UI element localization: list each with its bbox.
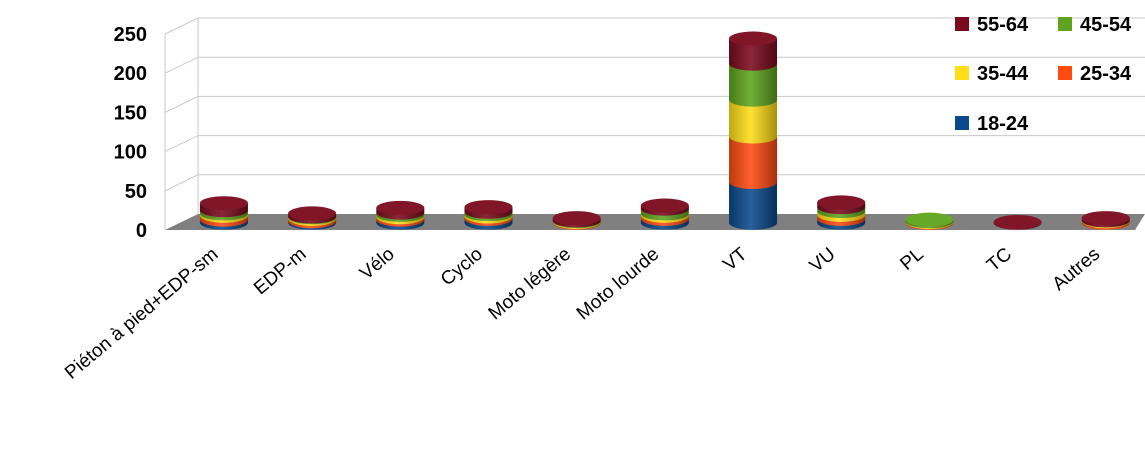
x-category-label: VT (719, 243, 751, 275)
legend-swatch (955, 116, 969, 130)
bar-top-cap (376, 200, 425, 215)
x-category-label: TC (983, 244, 1016, 276)
legend-label: 45-54 (1080, 14, 1132, 36)
bar-segment-45-54 (729, 63, 778, 107)
bar-top-cap (552, 211, 601, 226)
x-category-label: EDP-m (250, 244, 310, 299)
legend-swatch (1058, 17, 1072, 31)
bar-top-cap (288, 206, 337, 221)
x-category-label: PL (896, 244, 927, 275)
bar-top-cap (993, 215, 1042, 230)
y-tick-label: 200 (114, 63, 147, 85)
gridline (164, 174, 1145, 192)
legend-swatch (955, 66, 969, 80)
x-category-label: Vélo (356, 244, 399, 285)
bar-stack (552, 211, 601, 230)
legend-label: 35-44 (977, 63, 1029, 85)
legend: 55-64 45-54 35-44 25-34 18-24 (955, 14, 1132, 135)
legend-label: 25-34 (1080, 63, 1132, 85)
x-category-label: VU (806, 244, 840, 277)
bar-top-cap (640, 198, 689, 213)
gridline (164, 135, 1145, 153)
legend-swatch (1058, 66, 1072, 80)
bar-top-cap (199, 196, 248, 211)
x-category-label: Cyclo (437, 244, 487, 291)
gridline (164, 56, 1145, 74)
y-tick-label: 100 (114, 142, 147, 164)
bar-segment-25-34 (729, 136, 778, 190)
legend-swatch (955, 17, 969, 31)
y-tick-label: 250 (114, 24, 147, 46)
y-axis-ticks: 0 50 100 150 200 250 (114, 24, 147, 242)
y-tick-label: 0 (136, 220, 147, 242)
x-category-label: Moto lourde (573, 244, 663, 325)
bar-stack (376, 200, 425, 230)
bar-stack (464, 200, 513, 230)
chart-bars (199, 31, 1130, 230)
bar-stack (729, 31, 778, 230)
x-category-label: Piéton à pied+EDP-sm (61, 244, 222, 384)
bar-segment-55-64 (729, 38, 778, 71)
bar-top-cap (905, 212, 954, 227)
gridline (164, 95, 1145, 113)
bar-stack (640, 198, 689, 230)
bar-top-cap (729, 31, 778, 46)
gridline (164, 17, 1145, 35)
x-category-label: Moto légère (485, 244, 575, 325)
bar-stack (288, 206, 337, 230)
bar-top-cap (817, 195, 866, 210)
bar-stack (1081, 211, 1130, 230)
bar-segment-18-24 (729, 182, 778, 230)
legend-label: 18-24 (977, 113, 1029, 135)
bar-top-cap (1081, 211, 1130, 226)
bar-top-cap (464, 200, 513, 215)
bar-stack (993, 215, 1042, 230)
y-tick-label: 50 (125, 181, 147, 203)
bar-stack (905, 212, 954, 230)
legend-label: 55-64 (977, 14, 1029, 36)
bar-stack (199, 196, 248, 230)
x-category-label: Autres (1049, 244, 1105, 295)
bar-segment-35-44 (729, 99, 778, 144)
bar-stack (817, 195, 866, 230)
y-tick-label: 150 (114, 102, 147, 124)
chart-walls (164, 17, 1145, 230)
